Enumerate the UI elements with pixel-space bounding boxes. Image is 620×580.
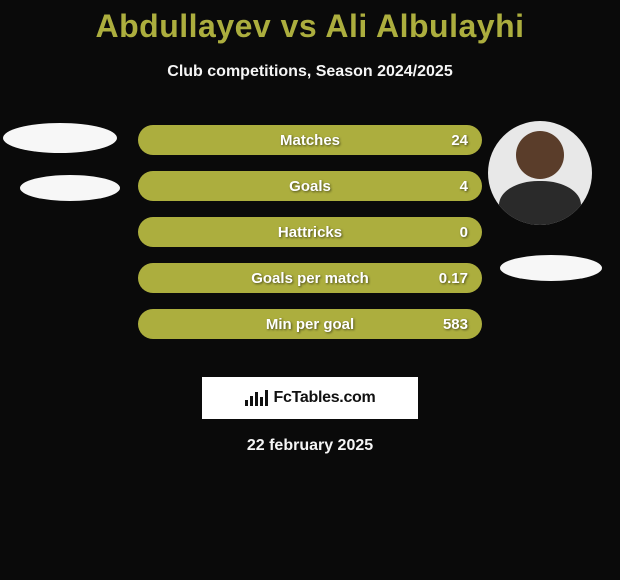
avatar-head — [516, 131, 564, 179]
date-label: 22 february 2025 — [0, 437, 620, 455]
placeholder-ellipse — [20, 175, 120, 201]
stat-bar-matches: Matches 24 — [138, 125, 482, 155]
stat-value: 4 — [460, 178, 468, 195]
page-title: Abdullayev vs Ali Albulayhi — [0, 8, 620, 45]
subtitle: Club competitions, Season 2024/2025 — [0, 63, 620, 81]
brand-legend: FcTables.com — [202, 377, 418, 419]
stat-label: Min per goal — [266, 316, 354, 333]
comparison-card: Abdullayev vs Ali Albulayhi Club competi… — [0, 0, 620, 455]
stat-value: 24 — [451, 132, 468, 149]
stats-area: Matches 24 Goals 4 Hattricks 0 Goals per… — [0, 125, 620, 365]
stat-label: Goals per match — [251, 270, 369, 287]
stat-value: 0.17 — [439, 270, 468, 287]
placeholder-ellipse — [3, 123, 117, 153]
stat-label: Matches — [280, 132, 340, 149]
brand-name: FcTables.com — [274, 389, 376, 407]
stat-bar-goals: Goals 4 — [138, 171, 482, 201]
placeholder-ellipse — [500, 255, 602, 281]
stat-bar-hattricks: Hattricks 0 — [138, 217, 482, 247]
avatar-body — [499, 181, 580, 225]
bar-chart-icon — [245, 390, 268, 406]
stat-label: Hattricks — [278, 224, 342, 241]
stat-label: Goals — [289, 178, 331, 195]
stat-bars: Matches 24 Goals 4 Hattricks 0 Goals per… — [138, 125, 482, 355]
stat-value: 0 — [460, 224, 468, 241]
stat-value: 583 — [443, 316, 468, 333]
player-avatar — [488, 121, 592, 225]
stat-bar-min-per-goal: Min per goal 583 — [138, 309, 482, 339]
stat-bar-goals-per-match: Goals per match 0.17 — [138, 263, 482, 293]
